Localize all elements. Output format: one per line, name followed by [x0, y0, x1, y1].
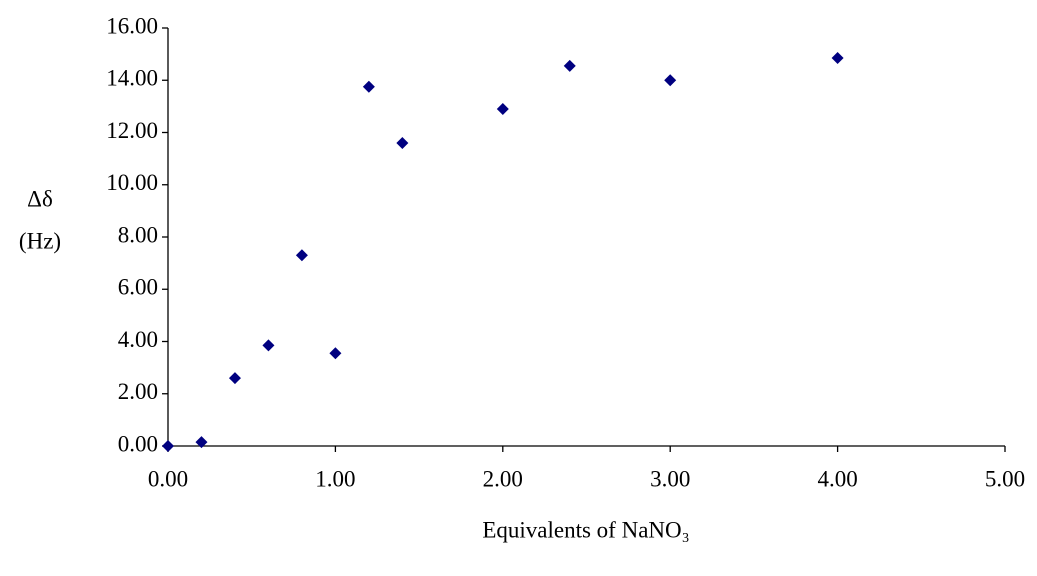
data-point [362, 80, 375, 93]
data-point [162, 440, 174, 452]
y-tick-label: 16.00 [106, 13, 158, 38]
y-tick-label: 4.00 [118, 327, 158, 352]
data-point [664, 74, 677, 87]
data-point [262, 339, 275, 352]
data-point [563, 59, 576, 72]
data-point [228, 372, 241, 385]
y-tick-label: 2.00 [118, 379, 158, 404]
data-point [195, 436, 208, 449]
data-point [295, 249, 308, 262]
y-tick-label: 10.00 [106, 170, 158, 195]
data-point [831, 52, 844, 65]
x-tick-label: 1.00 [315, 466, 355, 491]
y-tick-label: 12.00 [106, 118, 158, 143]
y-axis-label: Δδ [27, 186, 53, 211]
data-point [329, 347, 342, 360]
y-tick-label: 0.00 [118, 431, 158, 456]
x-tick-label: 2.00 [483, 466, 523, 491]
data-point [496, 102, 509, 115]
x-tick-label: 0.00 [148, 466, 188, 491]
data-point [396, 136, 409, 149]
x-tick-label: 5.00 [985, 466, 1025, 491]
y-tick-label: 8.00 [118, 222, 158, 247]
y-tick-label: 6.00 [118, 275, 158, 300]
y-axis-label: (Hz) [19, 228, 61, 253]
x-tick-label: 4.00 [817, 466, 857, 491]
y-tick-label: 14.00 [106, 66, 158, 91]
x-tick-label: 3.00 [650, 466, 690, 491]
x-axis-label: Equivalents of NaNO₃ [482, 517, 689, 542]
